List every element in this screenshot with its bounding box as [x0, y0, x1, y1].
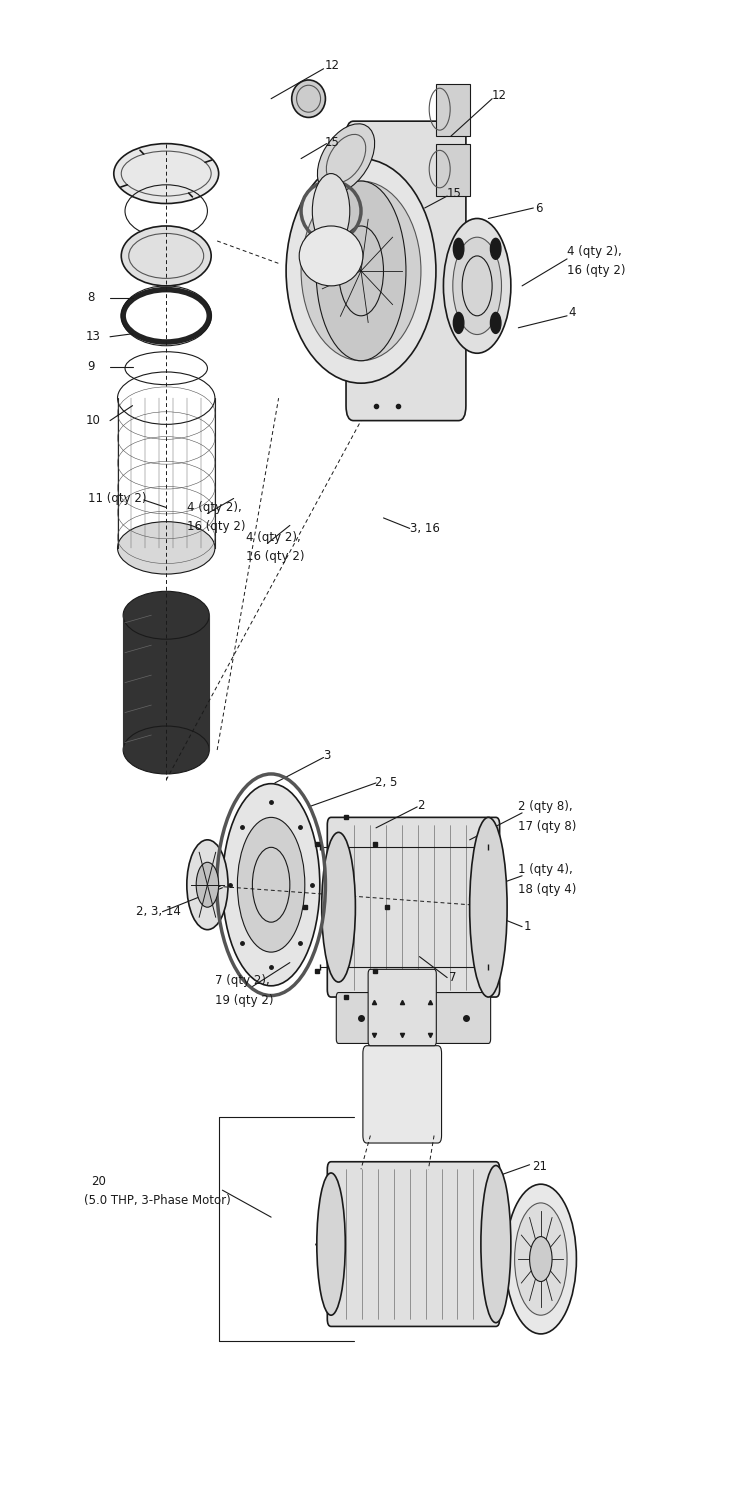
- Ellipse shape: [444, 219, 511, 352]
- Ellipse shape: [317, 124, 374, 194]
- Ellipse shape: [292, 80, 326, 117]
- Circle shape: [312, 174, 350, 249]
- Ellipse shape: [223, 783, 320, 986]
- Ellipse shape: [470, 818, 507, 998]
- Text: 11 (qty 2): 11 (qty 2): [87, 492, 146, 506]
- Text: 4: 4: [569, 306, 576, 320]
- Text: 21: 21: [532, 1160, 547, 1173]
- Text: 2: 2: [417, 800, 425, 812]
- FancyBboxPatch shape: [327, 1161, 499, 1326]
- Circle shape: [196, 862, 219, 907]
- Text: 8: 8: [87, 291, 95, 304]
- Text: 15: 15: [447, 186, 461, 200]
- Text: 10: 10: [85, 414, 100, 428]
- Text: 4 (qty 2),: 4 (qty 2),: [187, 501, 242, 515]
- Text: 18 (qty 4): 18 (qty 4): [518, 882, 577, 896]
- Ellipse shape: [286, 159, 436, 382]
- Text: 13: 13: [85, 330, 100, 344]
- FancyBboxPatch shape: [327, 818, 499, 998]
- Ellipse shape: [121, 226, 211, 286]
- Ellipse shape: [453, 237, 502, 334]
- Text: 3: 3: [323, 750, 331, 762]
- Text: 3, 16: 3, 16: [410, 522, 440, 536]
- Ellipse shape: [114, 144, 219, 204]
- Circle shape: [238, 818, 305, 952]
- Text: 9: 9: [87, 360, 95, 374]
- Ellipse shape: [123, 726, 209, 774]
- Text: 4 (qty 2),: 4 (qty 2),: [246, 531, 300, 544]
- Circle shape: [490, 312, 501, 333]
- Ellipse shape: [481, 1166, 511, 1323]
- Circle shape: [453, 312, 464, 333]
- Text: 20: 20: [91, 1174, 106, 1188]
- FancyBboxPatch shape: [346, 122, 466, 420]
- Ellipse shape: [186, 840, 228, 930]
- Text: 16 (qty 2): 16 (qty 2): [187, 520, 246, 534]
- Text: 7: 7: [449, 970, 456, 984]
- Ellipse shape: [301, 182, 421, 360]
- Text: 12: 12: [492, 88, 507, 102]
- Circle shape: [490, 238, 501, 260]
- Circle shape: [316, 182, 406, 360]
- FancyBboxPatch shape: [336, 993, 490, 1044]
- Text: 15: 15: [325, 135, 340, 148]
- Text: 1: 1: [523, 920, 531, 933]
- Text: 12: 12: [325, 60, 340, 72]
- Ellipse shape: [317, 1173, 345, 1316]
- Ellipse shape: [123, 591, 209, 639]
- Bar: [436, 84, 470, 136]
- Text: 2, 3, 14: 2, 3, 14: [136, 904, 181, 918]
- Ellipse shape: [322, 833, 356, 983]
- Bar: [123, 615, 209, 750]
- Text: 17 (qty 8): 17 (qty 8): [518, 821, 577, 833]
- Text: 2, 5: 2, 5: [374, 777, 397, 789]
- Text: 6: 6: [535, 201, 542, 214]
- Text: 7 (qty 2),: 7 (qty 2),: [215, 974, 270, 987]
- Circle shape: [529, 1236, 552, 1281]
- Text: 19 (qty 2): 19 (qty 2): [215, 993, 274, 1006]
- Bar: [436, 144, 470, 196]
- Text: 2 (qty 8),: 2 (qty 8),: [518, 801, 573, 813]
- Ellipse shape: [299, 226, 363, 286]
- Text: (5.0 THP, 3-Phase Motor): (5.0 THP, 3-Phase Motor): [83, 1194, 231, 1208]
- Ellipse shape: [505, 1184, 577, 1334]
- Ellipse shape: [117, 522, 215, 574]
- Text: 1 (qty 4),: 1 (qty 4),: [518, 864, 573, 876]
- Circle shape: [453, 238, 464, 260]
- Text: 16 (qty 2): 16 (qty 2): [246, 550, 304, 564]
- Ellipse shape: [514, 1203, 567, 1316]
- Text: 16 (qty 2): 16 (qty 2): [567, 264, 626, 278]
- FancyBboxPatch shape: [368, 969, 436, 1046]
- FancyBboxPatch shape: [363, 1046, 441, 1143]
- Text: 4 (qty 2),: 4 (qty 2),: [567, 244, 622, 258]
